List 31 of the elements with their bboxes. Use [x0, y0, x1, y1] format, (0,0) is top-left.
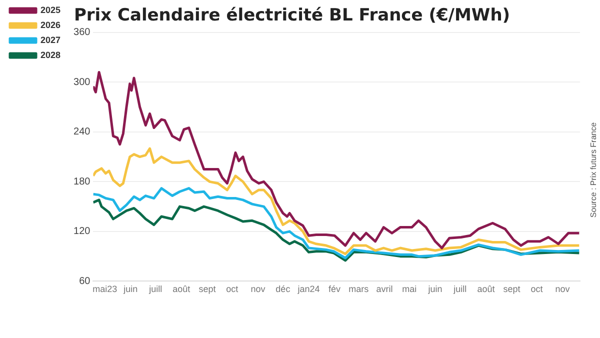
- y-tick-label: 360: [74, 27, 91, 38]
- x-tick-label: avril: [376, 284, 393, 294]
- legend-label: 2028: [40, 50, 61, 60]
- x-tick-label: nov: [250, 284, 266, 294]
- x-tick-label: juill: [452, 284, 467, 294]
- x-tick-label: août: [477, 284, 496, 294]
- y-tick-label: 60: [79, 276, 91, 287]
- y-tick-label: 240: [74, 126, 91, 138]
- x-tick-label: juill: [148, 284, 162, 294]
- x-tick-label: nov: [555, 284, 570, 294]
- x-tick-label: juin: [122, 284, 138, 294]
- x-tick-label: sept: [503, 284, 521, 294]
- y-tick-label: 120: [74, 226, 91, 238]
- x-tick-label: jan24: [296, 284, 320, 294]
- y-tick-label: 300: [74, 76, 91, 88]
- legend-label: 2025: [40, 4, 61, 15]
- source-note: Source : Prix futurs France: [589, 122, 598, 218]
- x-tick-label: août: [172, 284, 191, 294]
- chart-title: Prix Calendaire électricité BL France (€/MWh): [74, 6, 510, 26]
- x-tick-label: sept: [198, 284, 216, 294]
- legend-label: 2027: [40, 34, 61, 45]
- x-tick-label: oct: [226, 284, 239, 294]
- y-tick-label: 180: [74, 176, 91, 188]
- x-tick-label: mai: [402, 284, 417, 294]
- x-tick-label: juin: [427, 284, 442, 294]
- x-tick-label: mai23: [92, 284, 118, 294]
- x-tick-label: déc: [276, 284, 291, 294]
- x-tick-label: fév: [328, 284, 342, 294]
- legend-label: 2026: [40, 20, 61, 30]
- x-tick-label: oct: [530, 284, 544, 294]
- x-tick-label: mars: [348, 284, 370, 294]
